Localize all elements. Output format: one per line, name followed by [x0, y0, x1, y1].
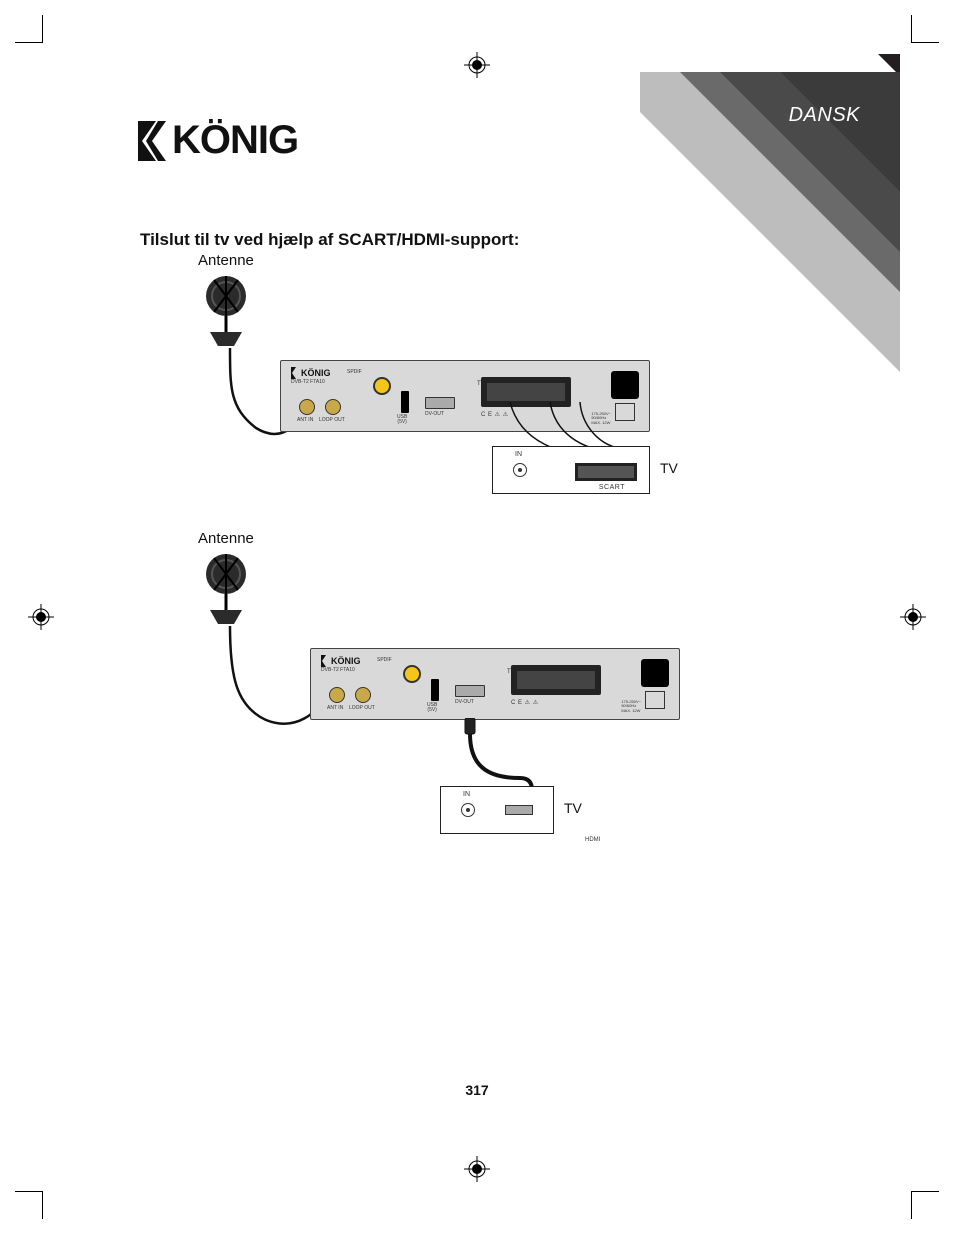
device-model: DVB-T2 FTA10 — [291, 379, 325, 385]
tv-coax-in — [461, 803, 475, 817]
diagram-scart-connection: Antenne KÖNIG SPDIF DVB-T2 FTA10 — [140, 252, 700, 512]
crop-mark — [911, 1191, 939, 1192]
logo-mark-icon — [138, 121, 166, 161]
crop-mark — [911, 1191, 912, 1219]
brand-name: KÖNIG — [172, 118, 298, 163]
usb-label: USB(5V) — [427, 703, 437, 713]
antenna-label: Antenne — [198, 530, 254, 547]
loop-out-label: LOOP OUT — [349, 705, 375, 711]
spdif-port — [403, 665, 421, 683]
antenna-label: Antenne — [198, 252, 254, 269]
power-pins — [645, 691, 665, 709]
dv-out-label: DV-OUT — [425, 411, 444, 417]
tv-label: TV — [564, 800, 582, 816]
registration-mark-icon — [28, 604, 54, 630]
spdif-label: SPDIF — [377, 657, 392, 663]
device-logo: KÖNIG — [291, 367, 331, 379]
brand-logo: KÖNIG — [138, 118, 298, 163]
in-label: IN — [463, 791, 470, 798]
receiver-device: KÖNIG SPDIF DVB-T2 FTA10 ANT IN LOOP OUT… — [310, 648, 680, 720]
loop-out-port — [325, 399, 341, 415]
antenna-icon — [200, 274, 258, 352]
tv-label: TV — [660, 460, 678, 476]
registration-mark-icon — [464, 1156, 490, 1182]
ant-in-label: ANT IN — [297, 417, 313, 423]
hdmi-port — [425, 397, 455, 409]
page-number: 317 — [0, 1082, 954, 1098]
usb-port — [431, 679, 439, 701]
language-label: DANSK — [789, 104, 860, 127]
in-label: IN — [515, 451, 522, 458]
spdif-port — [373, 377, 391, 395]
crop-mark — [15, 1191, 43, 1192]
antenna-icon — [200, 552, 258, 630]
tv-scart-in — [575, 463, 637, 481]
crop-mark — [911, 42, 939, 43]
loop-out-label: LOOP OUT — [319, 417, 345, 423]
compliance-badges: C E ⚠ ⚠ — [511, 699, 539, 706]
section-title: Tilslut til tv ved hjælp af SCART/HDMI-s… — [140, 230, 519, 250]
ant-in-port — [299, 399, 315, 415]
tv-scart-panel: IN SCART — [492, 446, 650, 494]
registration-mark-icon — [464, 52, 490, 78]
crop-mark — [42, 1191, 43, 1219]
usb-label: USB(5V) — [397, 415, 407, 425]
power-socket — [641, 659, 669, 687]
device-model: DVB-T2 FTA10 — [321, 667, 355, 673]
ant-in-label: ANT IN — [327, 705, 343, 711]
hdmi-port — [455, 685, 485, 697]
tv-hdmi-in — [505, 805, 533, 815]
crop-mark — [15, 42, 43, 43]
tv-hdmi-panel: IN HDMI — [440, 786, 554, 834]
registration-mark-icon — [900, 604, 926, 630]
loop-out-port — [355, 687, 371, 703]
power-socket — [611, 371, 639, 399]
scart-port — [511, 665, 601, 695]
spdif-label: SPDIF — [347, 369, 362, 375]
crop-mark — [911, 15, 912, 43]
usb-port — [401, 391, 409, 413]
ant-in-port — [329, 687, 345, 703]
power-label: 175-250V~ 50/60Hz MAX. 12W — [621, 700, 641, 713]
crop-mark — [42, 15, 43, 43]
device-logo: KÖNIG — [321, 655, 361, 667]
dv-out-label: DV-OUT — [455, 699, 474, 705]
tv-coax-in — [513, 463, 527, 477]
tv-scart-label: SCART — [599, 484, 625, 491]
diagram-hdmi-connection: Antenne KÖNIG SPDIF DVB-T2 FTA10 AN — [140, 530, 700, 860]
